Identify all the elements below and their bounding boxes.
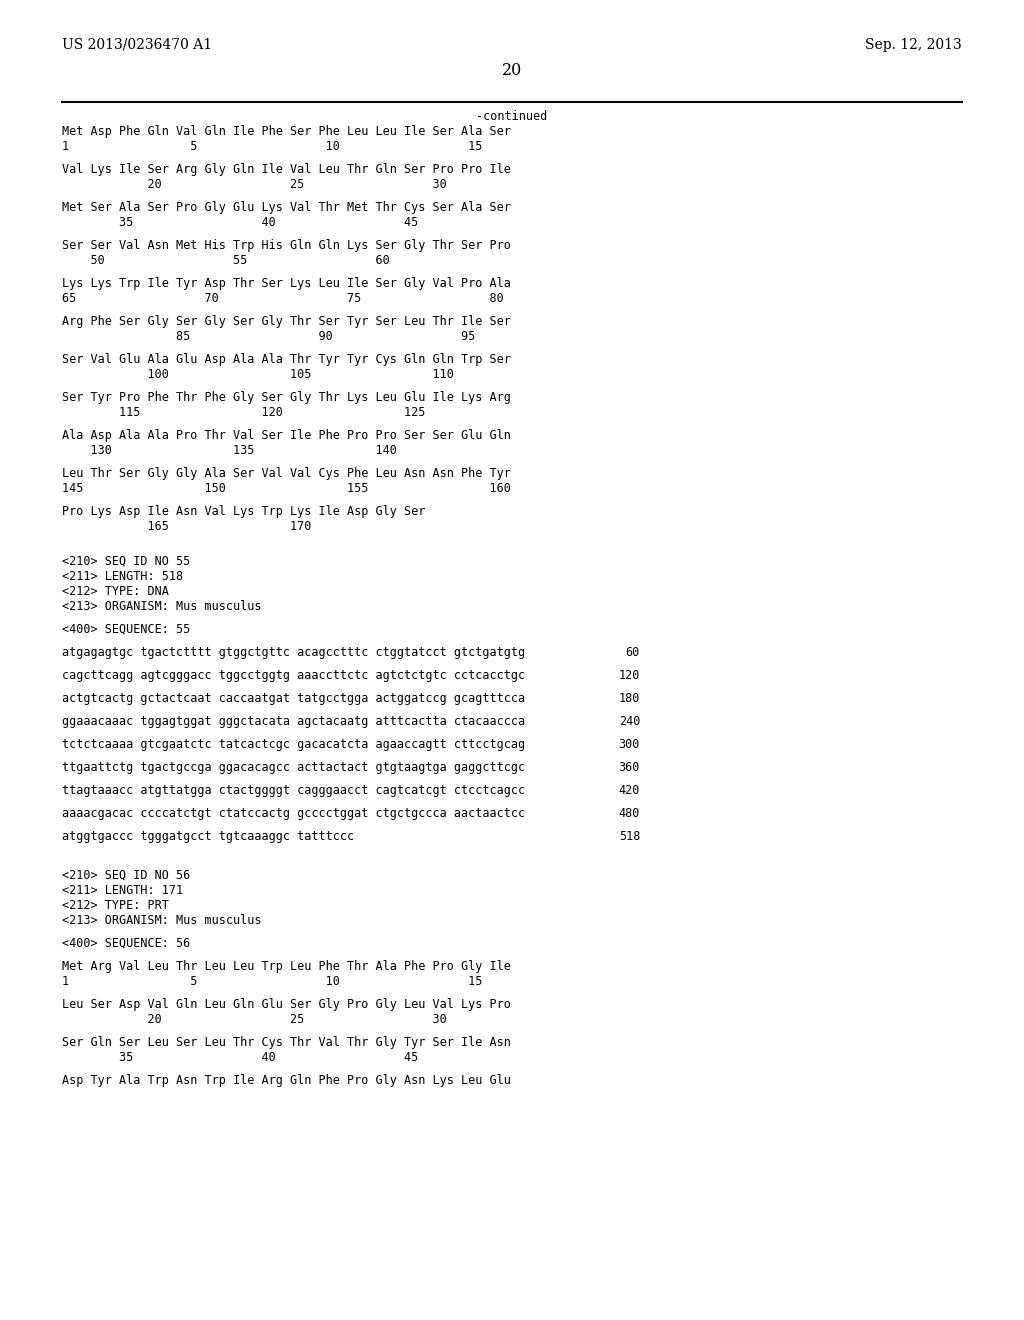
Text: <210> SEQ ID NO 56: <210> SEQ ID NO 56 (62, 869, 190, 882)
Text: 120: 120 (618, 669, 640, 682)
Text: atggtgaccc tgggatgcct tgtcaaaggc tatttccc: atggtgaccc tgggatgcct tgtcaaaggc tatttcc… (62, 830, 354, 843)
Text: Leu Ser Asp Val Gln Leu Gln Glu Ser Gly Pro Gly Leu Val Lys Pro: Leu Ser Asp Val Gln Leu Gln Glu Ser Gly … (62, 998, 511, 1011)
Text: Ser Tyr Pro Phe Thr Phe Gly Ser Gly Thr Lys Leu Glu Ile Lys Arg: Ser Tyr Pro Phe Thr Phe Gly Ser Gly Thr … (62, 391, 511, 404)
Text: 115                 120                 125: 115 120 125 (62, 407, 425, 418)
Text: ttgaattctg tgactgccga ggacacagcc acttactact gtgtaagtga gaggcttcgc: ttgaattctg tgactgccga ggacacagcc acttact… (62, 762, 525, 774)
Text: cagcttcagg agtcgggacc tggcctggtg aaaccttctc agtctctgtc cctcacctgc: cagcttcagg agtcgggacc tggcctggtg aaacctt… (62, 669, 525, 682)
Text: 480: 480 (618, 807, 640, 820)
Text: Arg Phe Ser Gly Ser Gly Ser Gly Thr Ser Tyr Ser Leu Thr Ile Ser: Arg Phe Ser Gly Ser Gly Ser Gly Thr Ser … (62, 315, 511, 327)
Text: 35                  40                  45: 35 40 45 (62, 1051, 418, 1064)
Text: 85                  90                  95: 85 90 95 (62, 330, 475, 343)
Text: 300: 300 (618, 738, 640, 751)
Text: Asp Tyr Ala Trp Asn Trp Ile Arg Gln Phe Pro Gly Asn Lys Leu Glu: Asp Tyr Ala Trp Asn Trp Ile Arg Gln Phe … (62, 1074, 511, 1086)
Text: 65                  70                  75                  80: 65 70 75 80 (62, 292, 504, 305)
Text: 518: 518 (618, 830, 640, 843)
Text: <213> ORGANISM: Mus musculus: <213> ORGANISM: Mus musculus (62, 601, 261, 612)
Text: ttagtaaacc atgttatgga ctactggggt cagggaacct cagtcatcgt ctcctcagcc: ttagtaaacc atgttatgga ctactggggt cagggaa… (62, 784, 525, 797)
Text: 360: 360 (618, 762, 640, 774)
Text: Lys Lys Trp Ile Tyr Asp Thr Ser Lys Leu Ile Ser Gly Val Pro Ala: Lys Lys Trp Ile Tyr Asp Thr Ser Lys Leu … (62, 277, 511, 290)
Text: actgtcactg gctactcaat caccaatgat tatgcctgga actggatccg gcagtttcca: actgtcactg gctactcaat caccaatgat tatgcct… (62, 692, 525, 705)
Text: <212> TYPE: PRT: <212> TYPE: PRT (62, 899, 169, 912)
Text: 1                 5                  10                  15: 1 5 10 15 (62, 975, 482, 987)
Text: Met Arg Val Leu Thr Leu Leu Trp Leu Phe Thr Ala Phe Pro Gly Ile: Met Arg Val Leu Thr Leu Leu Trp Leu Phe … (62, 960, 511, 973)
Text: aaaacgacac ccccatctgt ctatccactg gcccctggat ctgctgccca aactaactcc: aaaacgacac ccccatctgt ctatccactg gcccctg… (62, 807, 525, 820)
Text: 20: 20 (502, 62, 522, 79)
Text: 50                  55                  60: 50 55 60 (62, 253, 390, 267)
Text: 100                 105                 110: 100 105 110 (62, 368, 454, 381)
Text: 60: 60 (626, 645, 640, 659)
Text: <400> SEQUENCE: 55: <400> SEQUENCE: 55 (62, 623, 190, 636)
Text: atgagagtgc tgactctttt gtggctgttc acagcctttc ctggtatcct gtctgatgtg: atgagagtgc tgactctttt gtggctgttc acagcct… (62, 645, 525, 659)
Text: 420: 420 (618, 784, 640, 797)
Text: 180: 180 (618, 692, 640, 705)
Text: <210> SEQ ID NO 55: <210> SEQ ID NO 55 (62, 554, 190, 568)
Text: <212> TYPE: DNA: <212> TYPE: DNA (62, 585, 169, 598)
Text: 145                 150                 155                 160: 145 150 155 160 (62, 482, 511, 495)
Text: -continued: -continued (476, 110, 548, 123)
Text: 20                  25                  30: 20 25 30 (62, 1012, 446, 1026)
Text: Pro Lys Asp Ile Asn Val Lys Trp Lys Ile Asp Gly Ser: Pro Lys Asp Ile Asn Val Lys Trp Lys Ile … (62, 506, 425, 517)
Text: Sep. 12, 2013: Sep. 12, 2013 (865, 38, 962, 51)
Text: <211> LENGTH: 518: <211> LENGTH: 518 (62, 570, 183, 583)
Text: 165                 170: 165 170 (62, 520, 311, 533)
Text: 1                 5                  10                  15: 1 5 10 15 (62, 140, 482, 153)
Text: Met Asp Phe Gln Val Gln Ile Phe Ser Phe Leu Leu Ile Ser Ala Ser: Met Asp Phe Gln Val Gln Ile Phe Ser Phe … (62, 125, 511, 139)
Text: 20                  25                  30: 20 25 30 (62, 178, 446, 191)
Text: Met Ser Ala Ser Pro Gly Glu Lys Val Thr Met Thr Cys Ser Ala Ser: Met Ser Ala Ser Pro Gly Glu Lys Val Thr … (62, 201, 511, 214)
Text: Ser Val Glu Ala Glu Asp Ala Ala Thr Tyr Tyr Cys Gln Gln Trp Ser: Ser Val Glu Ala Glu Asp Ala Ala Thr Tyr … (62, 352, 511, 366)
Text: 35                  40                  45: 35 40 45 (62, 216, 418, 228)
Text: US 2013/0236470 A1: US 2013/0236470 A1 (62, 38, 212, 51)
Text: Leu Thr Ser Gly Gly Ala Ser Val Val Cys Phe Leu Asn Asn Phe Tyr: Leu Thr Ser Gly Gly Ala Ser Val Val Cys … (62, 467, 511, 480)
Text: Val Lys Ile Ser Arg Gly Gln Ile Val Leu Thr Gln Ser Pro Pro Ile: Val Lys Ile Ser Arg Gly Gln Ile Val Leu … (62, 162, 511, 176)
Text: <211> LENGTH: 171: <211> LENGTH: 171 (62, 884, 183, 898)
Text: tctctcaaaa gtcgaatctc tatcactcgc gacacatcta agaaccagtt cttcctgcag: tctctcaaaa gtcgaatctc tatcactcgc gacacat… (62, 738, 525, 751)
Text: Ala Asp Ala Ala Pro Thr Val Ser Ile Phe Pro Pro Ser Ser Glu Gln: Ala Asp Ala Ala Pro Thr Val Ser Ile Phe … (62, 429, 511, 442)
Text: 130                 135                 140: 130 135 140 (62, 444, 397, 457)
Text: Ser Ser Val Asn Met His Trp His Gln Gln Lys Ser Gly Thr Ser Pro: Ser Ser Val Asn Met His Trp His Gln Gln … (62, 239, 511, 252)
Text: 240: 240 (618, 715, 640, 729)
Text: Ser Gln Ser Leu Ser Leu Thr Cys Thr Val Thr Gly Tyr Ser Ile Asn: Ser Gln Ser Leu Ser Leu Thr Cys Thr Val … (62, 1036, 511, 1049)
Text: <213> ORGANISM: Mus musculus: <213> ORGANISM: Mus musculus (62, 913, 261, 927)
Text: <400> SEQUENCE: 56: <400> SEQUENCE: 56 (62, 937, 190, 950)
Text: ggaaacaaac tggagtggat gggctacata agctacaatg atttcactta ctacaaccca: ggaaacaaac tggagtggat gggctacata agctaca… (62, 715, 525, 729)
